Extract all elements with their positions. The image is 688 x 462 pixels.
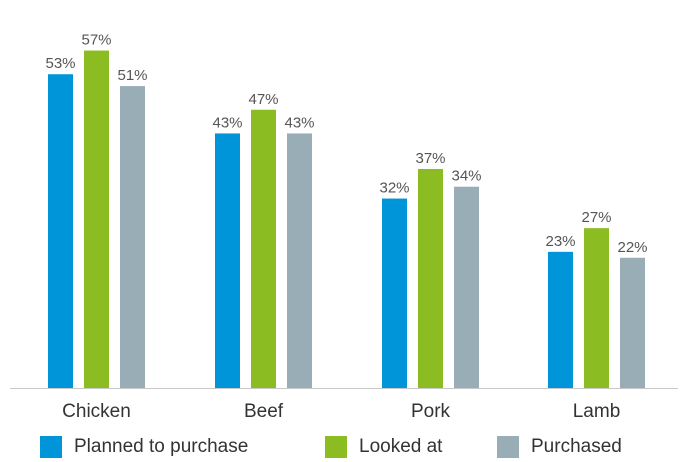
bar-chicken-planned-to-purchase: [48, 74, 73, 389]
legend: Planned to purchase Looked at Purchased: [0, 432, 688, 462]
legend-item-purchased: Purchased: [497, 432, 622, 462]
category-label-chicken: Chicken: [62, 401, 131, 422]
bar-pork-planned-to-purchase: [382, 198, 407, 388]
value-label-beef-planned-to-purchase: 43%: [212, 114, 242, 131]
legend-swatch-planned: [40, 436, 62, 458]
value-label-beef-looked-at: 47%: [248, 91, 278, 108]
category-label-lamb: Lamb: [573, 401, 621, 422]
value-label-chicken-purchased: 51%: [117, 67, 147, 84]
bar-chart: 53% 57% 51% Chicken 43% 47% 43% Beef 32% 37% 34% Po…: [10, 32, 678, 422]
bar-lamb-purchased: [620, 257, 645, 388]
value-label-pork-planned-to-purchase: 32%: [379, 180, 409, 197]
value-label-lamb-purchased: 22%: [617, 239, 647, 256]
value-label-lamb-planned-to-purchase: 23%: [545, 233, 575, 250]
legend-swatch-looked-at: [325, 436, 347, 458]
value-label-chicken-planned-to-purchase: 53%: [45, 55, 75, 72]
legend-label-planned: Planned to purchase: [74, 436, 249, 457]
bar-beef-planned-to-purchase: [215, 133, 240, 388]
bar-lamb-looked-at: [584, 228, 609, 388]
legend-item-looked-at: Looked at: [325, 432, 442, 462]
value-label-pork-purchased: 34%: [451, 168, 481, 185]
bar-beef-purchased: [287, 133, 312, 388]
legend-label-purchased: Purchased: [531, 436, 622, 457]
bar-pork-looked-at: [418, 168, 443, 388]
bar-chicken-looked-at: [84, 50, 109, 389]
value-label-pork-looked-at: 37%: [415, 150, 445, 167]
value-label-lamb-looked-at: 27%: [581, 209, 611, 226]
bar-chicken-purchased: [120, 86, 145, 388]
bar-beef-looked-at: [251, 109, 276, 388]
legend-item-planned: Planned to purchase: [40, 432, 248, 462]
value-label-chicken-looked-at: 57%: [81, 32, 111, 49]
legend-label-looked-at: Looked at: [359, 436, 443, 457]
legend-swatch-purchased: [497, 436, 519, 458]
category-label-pork: Pork: [411, 401, 451, 422]
category-label-beef: Beef: [244, 401, 284, 422]
bar-pork-purchased: [454, 186, 479, 388]
bar-lamb-planned-to-purchase: [548, 251, 573, 388]
value-label-beef-purchased: 43%: [284, 114, 314, 131]
